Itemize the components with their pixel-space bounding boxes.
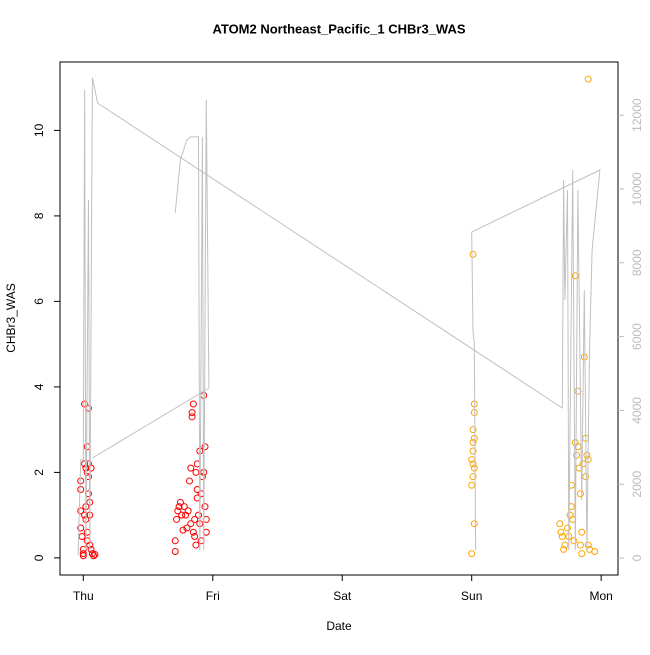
point xyxy=(77,477,85,485)
point xyxy=(470,464,478,472)
point xyxy=(584,75,592,83)
point xyxy=(470,520,478,528)
y-tick-label: 0 xyxy=(32,554,46,561)
point xyxy=(87,464,95,472)
y2-tick-label: 12000 xyxy=(630,98,644,132)
point xyxy=(183,524,191,532)
point xyxy=(178,511,186,519)
y2-tick-label: 0 xyxy=(630,554,644,561)
line xyxy=(77,77,601,556)
y2-tick-label: 6000 xyxy=(630,323,644,350)
point xyxy=(556,520,564,528)
point xyxy=(174,507,182,515)
point xyxy=(573,451,581,459)
point xyxy=(470,434,478,442)
point xyxy=(90,552,98,560)
point xyxy=(77,524,85,532)
point xyxy=(576,490,584,498)
x-tick-label: Mon xyxy=(589,589,612,603)
point xyxy=(182,511,190,519)
point xyxy=(469,473,477,481)
point xyxy=(77,486,85,493)
point xyxy=(187,464,195,472)
plot-box xyxy=(59,61,619,576)
point xyxy=(191,533,199,541)
x-tick-label: Thu xyxy=(73,589,94,603)
point xyxy=(171,537,179,545)
point xyxy=(578,528,586,536)
point xyxy=(591,547,599,555)
point xyxy=(77,507,85,515)
point xyxy=(201,503,209,511)
point xyxy=(469,438,477,446)
point xyxy=(191,515,199,523)
point xyxy=(469,250,477,258)
point xyxy=(583,451,591,459)
y2-tick-label: 10000 xyxy=(630,172,644,206)
point xyxy=(87,545,95,553)
point xyxy=(176,498,184,506)
point xyxy=(578,550,586,558)
point xyxy=(81,511,89,519)
point xyxy=(81,460,89,468)
point xyxy=(468,550,476,558)
y-tick-label: 6 xyxy=(32,298,46,305)
point xyxy=(187,520,195,528)
y-tick-label: 2 xyxy=(32,469,46,476)
chart-title: ATOM2 Northeast_Pacific_1 CHBr3_WAS xyxy=(212,21,465,36)
point xyxy=(192,541,200,549)
y-tick-label: 4 xyxy=(32,383,46,390)
point xyxy=(561,541,569,549)
point xyxy=(580,353,588,361)
point xyxy=(576,541,584,549)
point xyxy=(188,409,196,417)
point xyxy=(570,537,578,545)
point xyxy=(189,528,197,536)
y-tick-label: 8 xyxy=(32,212,46,219)
x-tick-label: Sat xyxy=(333,589,352,603)
point xyxy=(468,481,476,489)
point xyxy=(79,552,87,560)
y2-tick-label: 2000 xyxy=(630,471,644,498)
x-tick-label: Fri xyxy=(206,589,220,603)
point xyxy=(185,477,193,485)
y-tick-label: 10 xyxy=(32,123,46,137)
point xyxy=(81,400,89,408)
point xyxy=(469,460,477,468)
point xyxy=(584,541,592,549)
point xyxy=(91,550,99,558)
point xyxy=(201,443,209,451)
point xyxy=(560,545,568,553)
point xyxy=(192,468,200,476)
y2-tick-label: 4000 xyxy=(630,397,644,424)
point xyxy=(180,503,188,511)
point xyxy=(188,413,196,421)
point xyxy=(175,503,183,511)
point xyxy=(469,447,477,455)
point xyxy=(557,528,565,536)
point xyxy=(582,473,590,481)
point xyxy=(179,526,187,534)
point xyxy=(173,515,181,523)
point xyxy=(171,547,179,555)
x-axis-label: Date xyxy=(326,619,352,633)
point xyxy=(189,400,197,408)
y2-tick-label: 8000 xyxy=(630,249,644,276)
point xyxy=(571,272,579,280)
y-axis-label: CHBr3_WAS xyxy=(4,283,18,353)
point xyxy=(195,511,203,519)
x-tick-label: Sun xyxy=(461,589,482,603)
point xyxy=(78,533,86,541)
point xyxy=(79,550,87,558)
point xyxy=(564,524,572,532)
point xyxy=(469,426,477,434)
